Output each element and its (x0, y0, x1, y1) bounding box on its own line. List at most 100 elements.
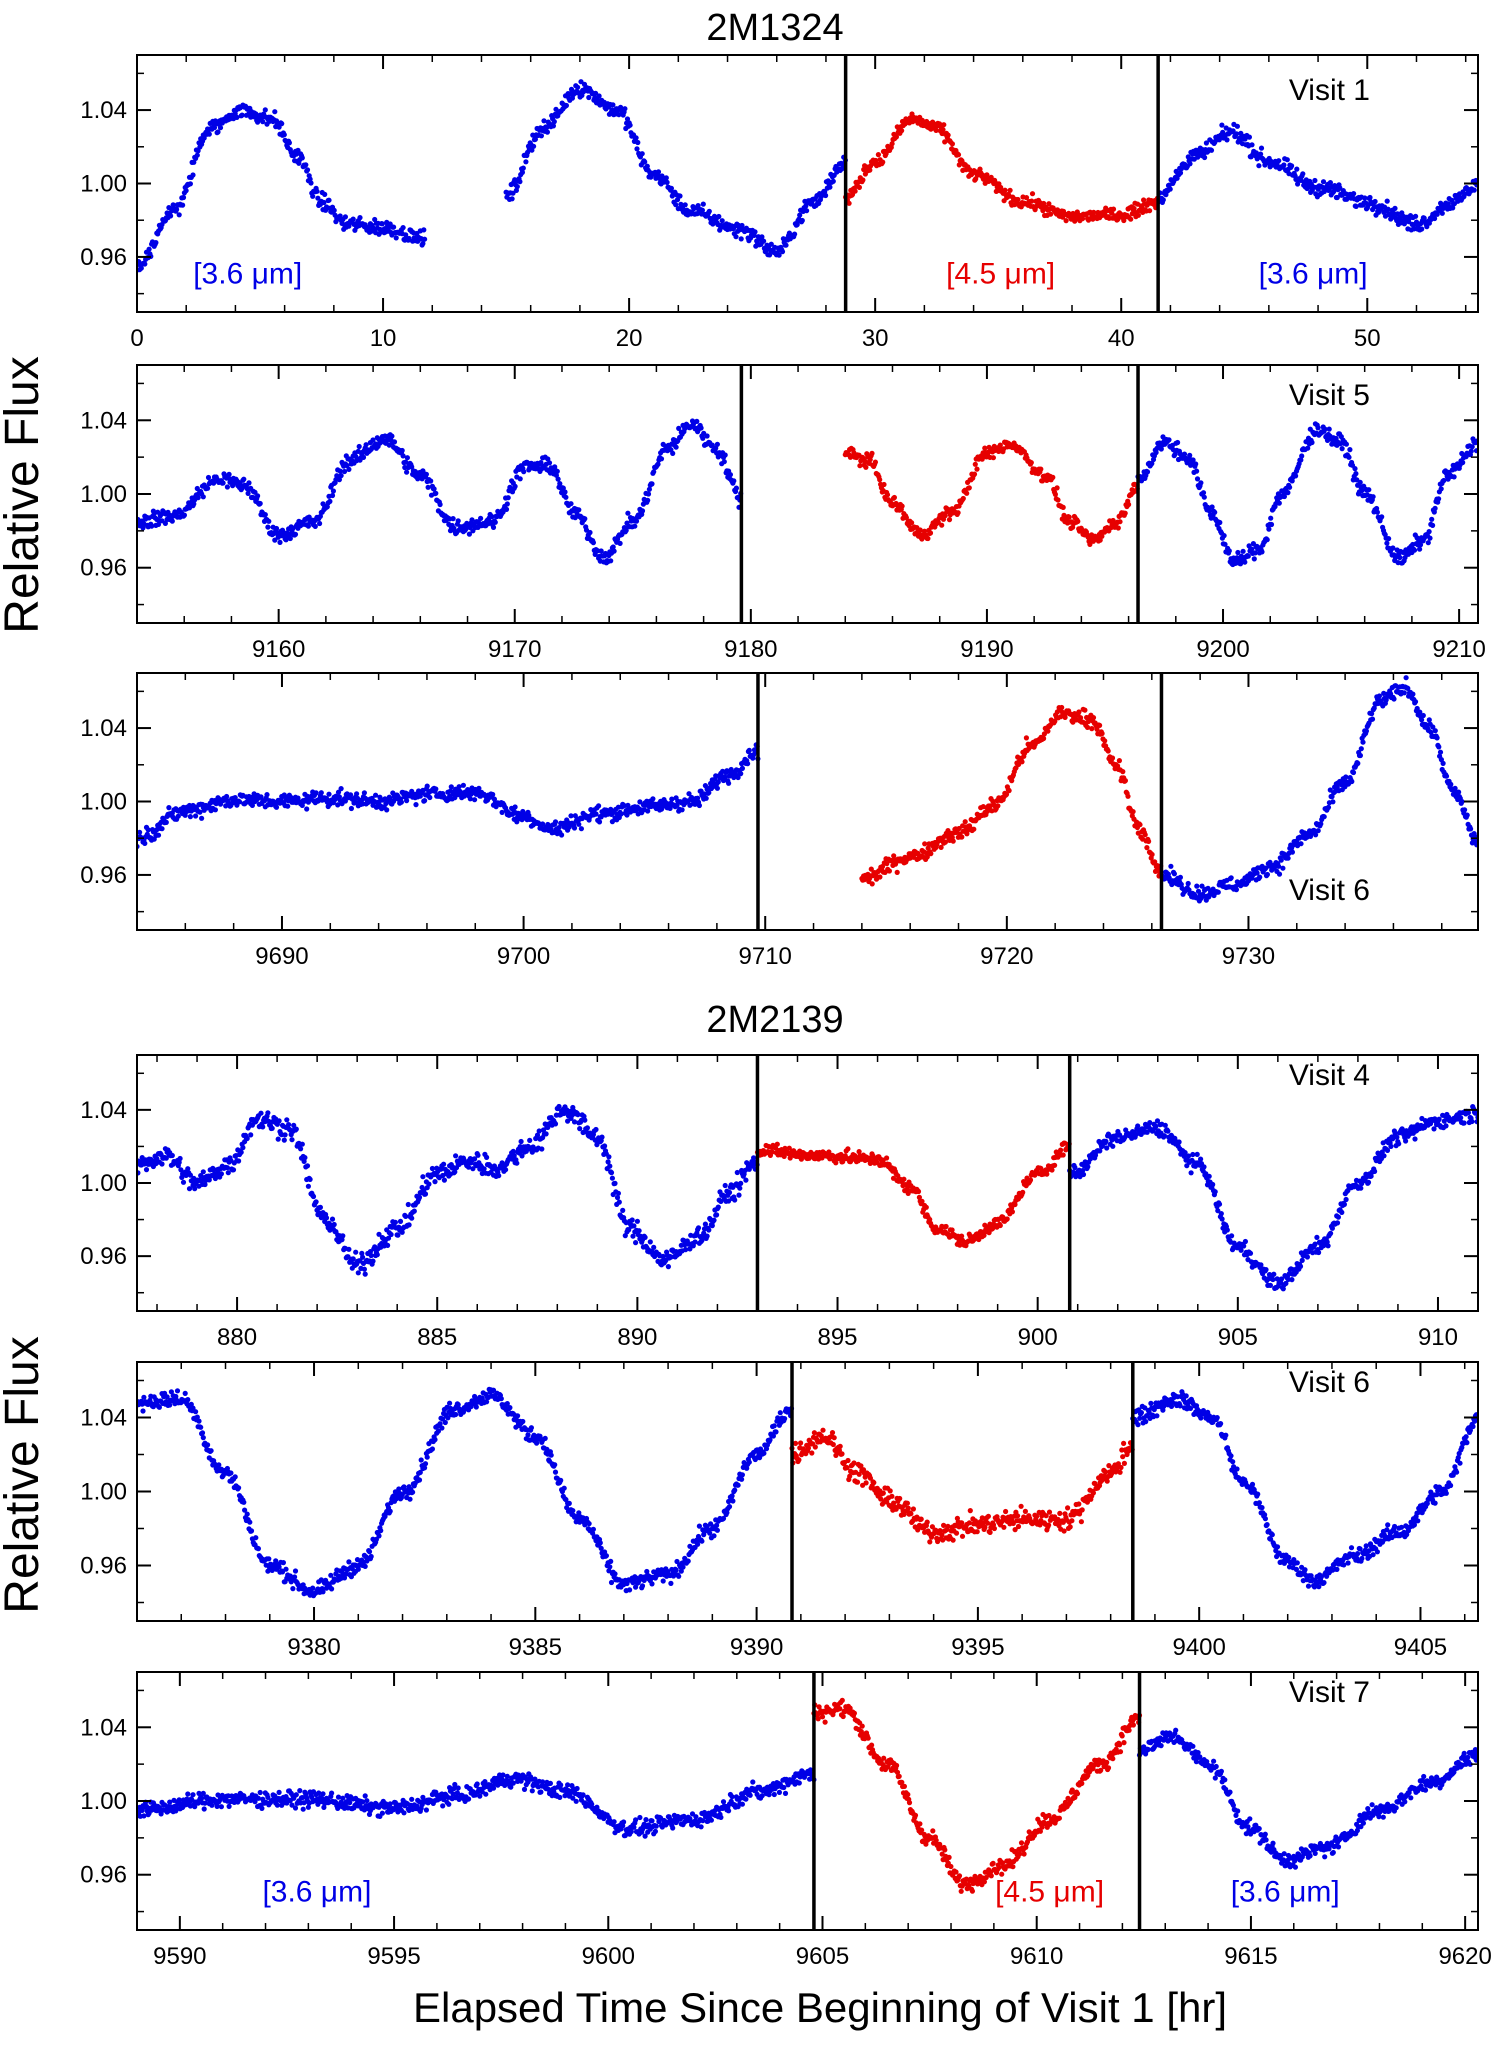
data-point-3-6um (1209, 504, 1215, 510)
data-point-3-6um (727, 472, 734, 478)
data-point-3-6um (1430, 724, 1436, 730)
data-point-4-5um (971, 471, 978, 477)
data-point-4-5um (971, 826, 977, 832)
data-point-3-6um (298, 1146, 304, 1152)
data-point-3-6um (1219, 122, 1225, 128)
data-point-4-5um (924, 854, 930, 860)
data-point-3-6um (409, 1215, 415, 1221)
data-point-3-6um (1366, 487, 1372, 493)
data-point-3-6um (327, 498, 333, 504)
data-point-3-6um (423, 471, 429, 477)
data-point-3-6um (1194, 468, 1200, 474)
data-point-3-6um (827, 184, 833, 190)
data-point-3-6um (194, 152, 200, 158)
data-point-3-6um (191, 159, 197, 165)
data-point-3-6um (639, 151, 645, 157)
data-point-3-6um (192, 1186, 198, 1192)
data-point-3-6um (490, 524, 497, 531)
data-point-3-6um (337, 468, 343, 474)
data-point-3-6um (329, 492, 336, 499)
data-point-3-6um (698, 425, 704, 431)
data-point-3-6um (391, 439, 398, 445)
data-point-3-6um (1394, 211, 1401, 217)
data-point-3-6um (696, 802, 703, 809)
data-point-3-6um (170, 202, 176, 208)
data-point-4-5um (942, 139, 948, 145)
data-point-3-6um (324, 504, 330, 510)
data-point-3-6um (217, 125, 224, 131)
data-point-4-5um (1052, 718, 1058, 724)
data-point-3-6um (1264, 537, 1270, 543)
data-point-3-6um (403, 459, 409, 465)
data-point-3-6um (1268, 515, 1274, 521)
data-point-3-6um (272, 109, 278, 115)
data-point-3-6um (1237, 561, 1244, 567)
data-point-3-6um (385, 1235, 392, 1241)
data-point-3-6um (352, 799, 358, 806)
data-point-3-6um (1226, 548, 1232, 554)
data-point-3-6um (1198, 480, 1204, 486)
data-point-4-5um (962, 819, 968, 825)
data-point-3-6um (1144, 469, 1151, 475)
data-point-3-6um (180, 202, 186, 208)
data-point-3-6um (1417, 546, 1423, 552)
data-point-4-5um (1130, 809, 1136, 815)
data-point-3-6um (624, 812, 630, 818)
data-point-3-6um (304, 1163, 311, 1169)
data-point-3-6um (645, 497, 651, 503)
group-title-2m2139: 2M2139 (706, 999, 843, 1041)
data-point-3-6um (265, 524, 271, 530)
data-point-3-6um (1445, 201, 1451, 207)
y-tick-label: 0.96 (80, 244, 127, 271)
data-point-4-5um (1084, 724, 1091, 731)
data-point-3-6um (258, 1110, 264, 1116)
data-point-3-6um (248, 1132, 254, 1138)
data-point-3-6um (1376, 693, 1382, 699)
data-point-3-6um (520, 165, 526, 171)
data-point-3-6um (676, 425, 682, 431)
data-point-3-6um (1322, 426, 1328, 432)
data-point-3-6um (644, 163, 650, 169)
data-point-3-6um (1374, 509, 1380, 515)
data-point-3-6um (658, 456, 665, 462)
data-point-3-6um (205, 485, 211, 491)
data-point-3-6um (236, 799, 243, 805)
data-point-3-6um (385, 1242, 391, 1248)
data-point-3-6um (1371, 705, 1377, 711)
ylabel-top: Relative Flux (0, 356, 49, 633)
data-point-3-6um (310, 193, 316, 199)
data-point-3-6um (163, 1155, 169, 1161)
data-point-3-6um (610, 102, 616, 108)
data-point-3-6um (404, 798, 410, 804)
data-point-3-6um (1268, 521, 1275, 528)
data-point-3-6um (1289, 849, 1295, 855)
x-tick-label: 9710 (739, 943, 792, 970)
data-point-3-6um (1222, 541, 1228, 547)
data-point-3-6um (326, 791, 332, 797)
data-point-4-5um (1109, 755, 1116, 761)
data-point-3-6um (523, 159, 529, 165)
visit-label: Visit 1 (1289, 74, 1370, 107)
data-point-3-6um (286, 1122, 292, 1128)
data-point-3-6um (699, 207, 706, 213)
data-point-4-5um (1125, 793, 1131, 799)
data-point-3-6um (279, 121, 285, 127)
data-point-3-6um (305, 1183, 311, 1189)
data-point-3-6um (673, 202, 679, 208)
x-tick-label: 9170 (488, 636, 541, 663)
band-label: [4.5 μm] (946, 257, 1055, 290)
data-point-3-6um (540, 821, 546, 827)
data-point-3-6um (1258, 151, 1264, 157)
data-point-3-6um (1337, 185, 1343, 191)
data-point-4-5um (1087, 541, 1093, 548)
data-point-3-6um (587, 529, 593, 536)
data-point-3-6um (183, 188, 189, 194)
data-point-3-6um (1384, 198, 1390, 204)
data-point-3-6um (142, 840, 148, 847)
data-point-3-6um (224, 1165, 230, 1171)
data-point-3-6um (193, 813, 199, 819)
data-point-3-6um (230, 1167, 237, 1173)
data-point-4-5um (1041, 200, 1047, 207)
data-point-3-6um (706, 790, 712, 796)
data-point-3-6um (304, 806, 310, 812)
